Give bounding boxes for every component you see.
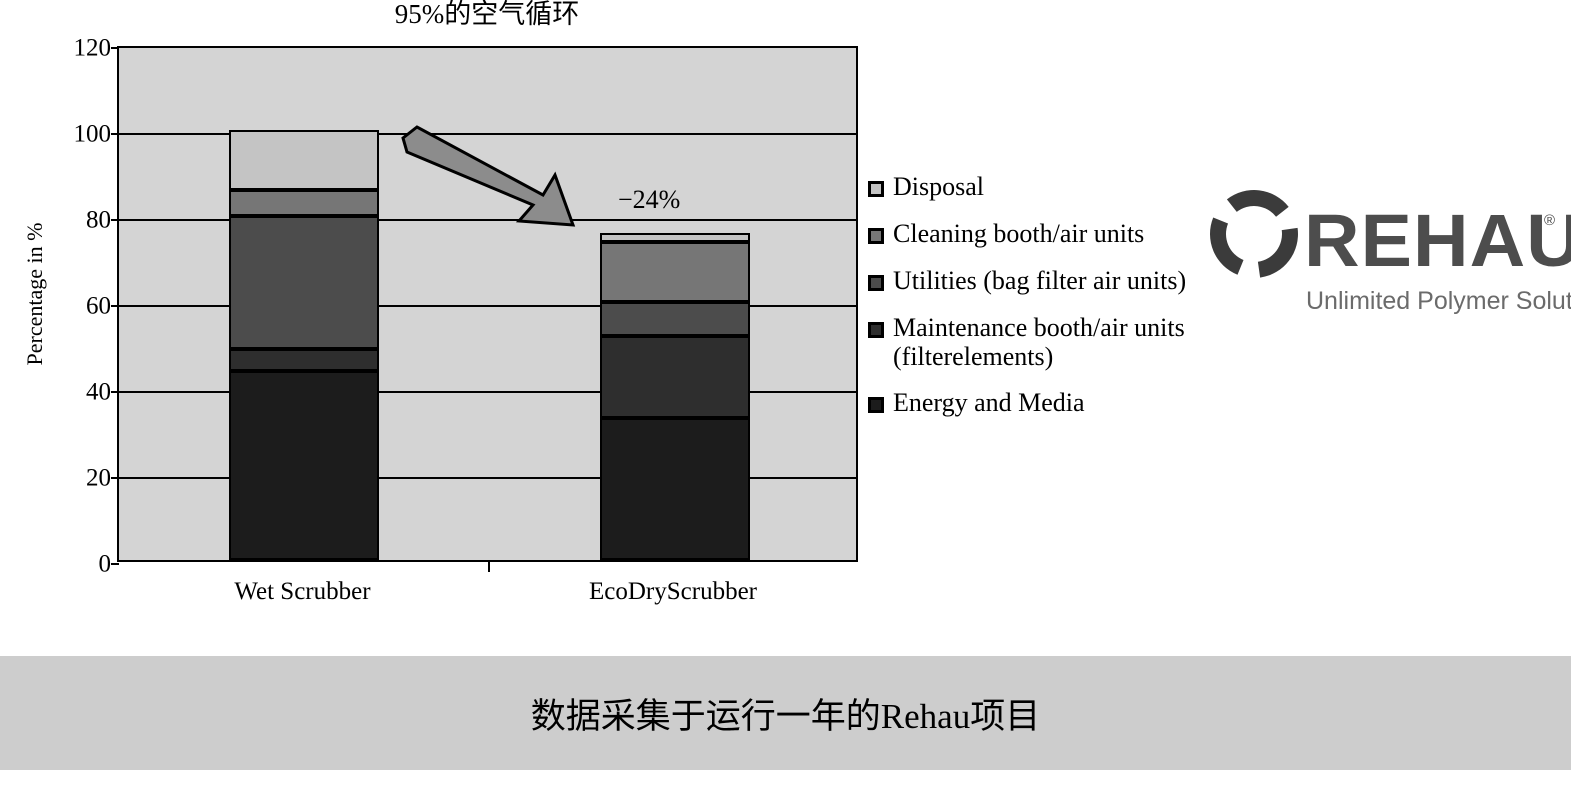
bar-segment <box>599 418 750 560</box>
rehau-wordmark: REHAU <box>1304 199 1571 282</box>
rehau-logo: REHAU ® Unlimited Polymer Solutions <box>1206 186 1571 336</box>
bar-segment <box>229 349 380 371</box>
bar-segment <box>599 233 750 242</box>
registered-trademark-icon: ® <box>1544 212 1556 229</box>
grid-line <box>119 391 856 393</box>
legend-swatch-icon <box>868 396 884 413</box>
grid-line <box>119 219 856 221</box>
bar-segment <box>229 130 380 191</box>
legend-swatch-icon <box>868 322 884 339</box>
chart-legend: Disposal Cleaning booth/air units Utilitie… <box>868 172 1268 435</box>
y-axis-tick-label: 40 <box>86 378 111 406</box>
legend-swatch-icon <box>868 181 884 197</box>
legend-item[interactable]: Cleaning booth/air units <box>868 219 1268 248</box>
rehau-mark-icon <box>1206 186 1302 282</box>
bar-ecodryscrubber <box>599 44 750 560</box>
legend-item-label: Disposal <box>893 172 984 201</box>
decrease-arrow-icon <box>395 125 585 235</box>
legend-item-label: Utilities (bag filter air units) <box>893 266 1187 296</box>
legend-item-label: Cleaning booth/air units <box>893 219 1145 249</box>
legend-item-label: Maintenance booth/air units (filtereleme… <box>893 313 1185 372</box>
bar-segment <box>229 216 380 350</box>
caption-band: 数据采集于运行一年的Rehau项目 <box>0 656 1571 770</box>
chart-title: 95%的空气循环 <box>394 0 580 29</box>
bar-segment <box>599 302 750 337</box>
bar-segment <box>599 241 750 302</box>
x-axis-label-wet-scrubber: Wet Scrubber <box>234 578 371 605</box>
bar-segment <box>599 336 750 419</box>
bar-segment <box>229 370 380 560</box>
grid-line <box>119 477 856 479</box>
y-axis-tick-mark <box>111 477 119 479</box>
x-axis-label-ecodryscrubber: EcoDryScrubber <box>589 578 757 605</box>
caption-text: 数据采集于运行一年的Rehau项目 <box>530 696 1041 736</box>
y-axis-tick-label: 80 <box>86 206 111 234</box>
y-axis-tick-mark <box>111 219 119 221</box>
legend-swatch-icon <box>868 275 884 292</box>
y-axis-tick-mark <box>111 47 119 49</box>
legend-item[interactable]: Disposal <box>868 172 1268 201</box>
rehau-tagline: Unlimited Polymer Solutions <box>1306 287 1571 315</box>
legend-item[interactable]: Utilities (bag filter air units) <box>868 266 1268 295</box>
bar-wet-scrubber <box>229 44 380 560</box>
y-axis-tick-mark <box>111 305 119 307</box>
legend-item-label: Energy and Media <box>893 387 1085 417</box>
legend-swatch-icon <box>868 228 884 245</box>
y-axis-tick-label: 100 <box>73 120 112 148</box>
y-axis-tick-mark <box>111 563 119 565</box>
y-axis-title: Percentage in % <box>22 222 47 366</box>
y-axis-tick-mark <box>111 391 119 393</box>
legend-item[interactable]: Energy and Media <box>868 388 1268 417</box>
y-axis-tick-label: 20 <box>86 464 111 492</box>
y-axis-tick-mark <box>111 133 119 135</box>
plot-area: 0 20 40 60 80 100 120 <box>74 36 858 577</box>
y-axis-tick-label: 60 <box>86 292 111 320</box>
y-axis-tick-label: 120 <box>73 34 112 62</box>
delta-annotation: −24% <box>618 185 681 214</box>
bar-segment <box>229 190 380 216</box>
grid-line <box>119 305 856 307</box>
grid-line <box>119 133 856 135</box>
legend-item[interactable]: Maintenance booth/air units (filtereleme… <box>868 313 1268 371</box>
y-axis-tick-label: 0 <box>98 550 112 578</box>
x-axis-tick-separator <box>488 562 490 572</box>
